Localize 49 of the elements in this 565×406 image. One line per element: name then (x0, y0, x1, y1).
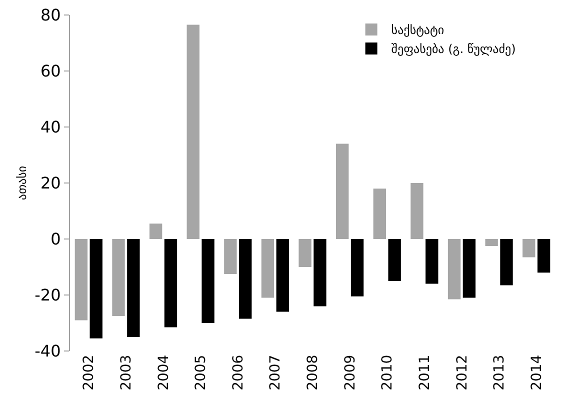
bar (448, 239, 461, 300)
x-tick-label: 2011 (416, 354, 433, 390)
bar (298, 239, 312, 267)
bar (202, 239, 214, 323)
y-tick-label: 80 (40, 6, 61, 25)
y-tick-label: 0 (50, 230, 61, 249)
bar (261, 239, 274, 298)
bar (149, 224, 162, 239)
bar (373, 188, 386, 239)
bar (186, 24, 200, 239)
x-tick-label: 2008 (305, 354, 322, 390)
bar (112, 239, 125, 316)
bar (410, 183, 424, 239)
y-tick-label: 60 (40, 62, 61, 81)
bar (276, 239, 289, 312)
y-tick-label: -20 (34, 286, 61, 305)
x-tick-label: 2010 (380, 354, 396, 390)
y-tick-label: 20 (40, 174, 61, 193)
bar (127, 239, 140, 337)
bar (336, 144, 349, 239)
y-tick-label: 40 (40, 118, 61, 137)
bar (500, 239, 513, 286)
y-axis-title: ათასი (14, 166, 29, 200)
bar (522, 239, 536, 258)
x-tick-label: 2012 (454, 354, 470, 390)
bar (485, 239, 498, 246)
legend-label: შეფასება (გ. წულაძე) (391, 42, 516, 56)
x-tick-label: 2005 (193, 354, 210, 390)
bar (537, 239, 550, 273)
bar (224, 239, 237, 274)
x-tick-label: 2003 (118, 354, 135, 390)
bar (74, 239, 88, 320)
legend-label: საქსტატი (391, 23, 444, 38)
bar (239, 239, 252, 319)
x-tick-label: 2014 (528, 354, 545, 390)
bar (462, 239, 476, 298)
x-tick-label: 2006 (230, 354, 246, 390)
x-tick-label: 2004 (156, 354, 172, 390)
bar (164, 239, 178, 328)
bar (388, 239, 401, 281)
bar (426, 239, 438, 284)
bar (314, 239, 326, 306)
x-tick-label: 2009 (342, 354, 358, 390)
x-tick-label: 2007 (268, 354, 284, 390)
bar (90, 239, 102, 338)
x-tick-label: 2002 (81, 354, 98, 390)
bar (350, 239, 364, 296)
x-tick-label: 2013 (492, 354, 508, 390)
y-tick-label: -40 (34, 342, 61, 361)
